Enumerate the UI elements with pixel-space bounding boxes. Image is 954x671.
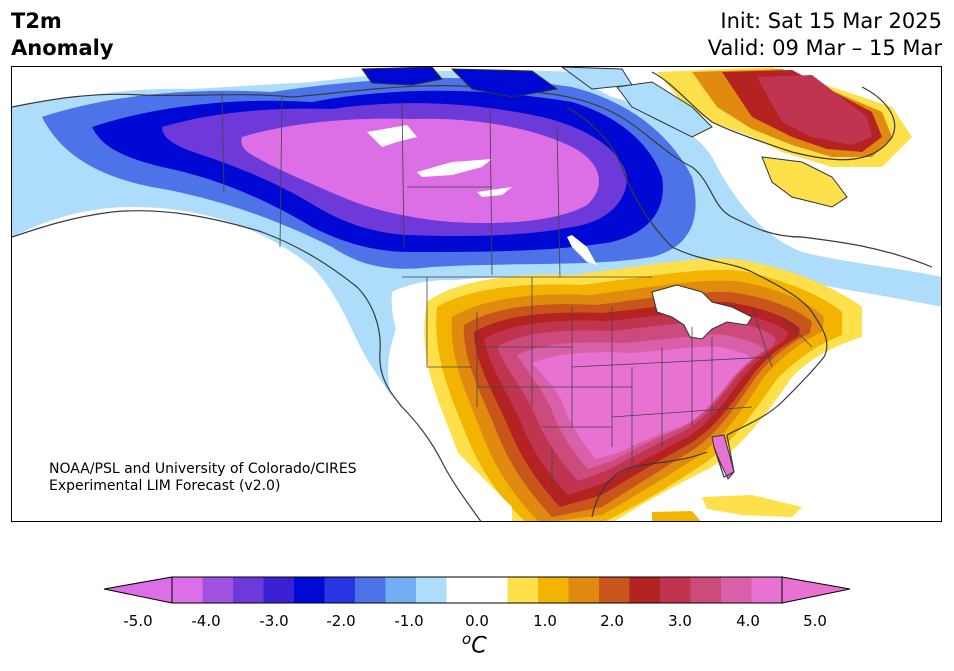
colorbar-cell xyxy=(446,577,478,603)
colorbar-extend-high xyxy=(781,576,850,604)
tick-label: -3.0 xyxy=(259,612,289,630)
neutral-region-gulf xyxy=(615,452,941,521)
colorbar-cell xyxy=(385,577,417,603)
colorbar-cell xyxy=(721,577,752,603)
great-lakes xyxy=(651,284,753,340)
southern-greenland xyxy=(761,156,848,208)
lake-winnipeg xyxy=(567,235,597,265)
colorbar xyxy=(104,576,850,604)
tick-label: 1.0 xyxy=(533,612,557,630)
colorbar-cell xyxy=(416,577,447,603)
colorbar-cell xyxy=(629,577,661,603)
map-title: T2m Anomaly xyxy=(11,8,114,62)
credit-line-2: Experimental LIM Forecast (v2.0) xyxy=(49,478,281,494)
colorbar-cell xyxy=(599,577,630,603)
coastlines xyxy=(12,71,933,521)
colorbar-cell xyxy=(233,577,264,603)
colorbar-extend-low xyxy=(104,576,173,604)
tick-label: 5.0 xyxy=(803,612,827,630)
units-superscript: o xyxy=(462,630,472,648)
anomaly-map xyxy=(11,66,942,522)
credit-text: NOAA/PSL and University of Colorado/CIRE… xyxy=(49,461,357,495)
colorbar-cell xyxy=(568,577,600,603)
colorbar-cell xyxy=(172,577,203,603)
colorbar-cell xyxy=(202,577,234,603)
us-warm-hot-pink xyxy=(532,346,752,459)
map-canvas xyxy=(12,67,941,521)
init-date: Init: Sat 15 Mar 2025 xyxy=(720,9,942,33)
anomaly-band-purple xyxy=(241,118,600,224)
colorbar-cell xyxy=(507,577,539,603)
tick-label: -1.0 xyxy=(394,612,424,630)
cuba-warm xyxy=(652,511,701,521)
greenland-warm-rose xyxy=(757,75,872,145)
units-letter: C xyxy=(471,633,487,659)
tick-label: 3.0 xyxy=(668,612,692,630)
title-line-2: Anomaly xyxy=(11,36,114,60)
arctic-islands xyxy=(361,67,633,98)
lake-great-slave xyxy=(417,159,492,177)
tick-label: 0.0 xyxy=(465,612,489,630)
neutral-region-east xyxy=(572,70,941,277)
valid-range: Valid: 09 Mar – 15 Mar xyxy=(707,36,942,60)
tick-label: -5.0 xyxy=(123,612,153,630)
colorbar-cell xyxy=(477,577,508,603)
caribbean-warm xyxy=(702,495,802,517)
tick-label: -4.0 xyxy=(191,612,221,630)
tick-label: 4.0 xyxy=(736,612,760,630)
tick-label: -2.0 xyxy=(326,612,356,630)
colorbar-cell xyxy=(690,577,722,603)
colorbar-cell xyxy=(294,577,325,603)
colorbar-cell xyxy=(263,577,295,603)
colorbar-cell xyxy=(324,577,356,603)
colorbar-cell xyxy=(751,577,783,603)
tick-label: 2.0 xyxy=(600,612,624,630)
political-borders xyxy=(221,91,813,487)
title-line-1: T2m xyxy=(11,9,62,33)
colorbar-cell xyxy=(355,577,386,603)
colorbar-cell xyxy=(538,577,569,603)
lake-great-bear xyxy=(367,125,417,147)
colorbar-units: oC xyxy=(462,630,487,658)
credit-line-1: NOAA/PSL and University of Colorado/CIRE… xyxy=(49,461,357,477)
colorbar-cell xyxy=(660,577,691,603)
lake-athabasca xyxy=(477,187,512,197)
forecast-dates: Init: Sat 15 Mar 2025 Valid: 09 Mar – 15… xyxy=(708,8,942,62)
neutral-region-mexico xyxy=(392,397,512,521)
baffin-island xyxy=(616,81,713,138)
